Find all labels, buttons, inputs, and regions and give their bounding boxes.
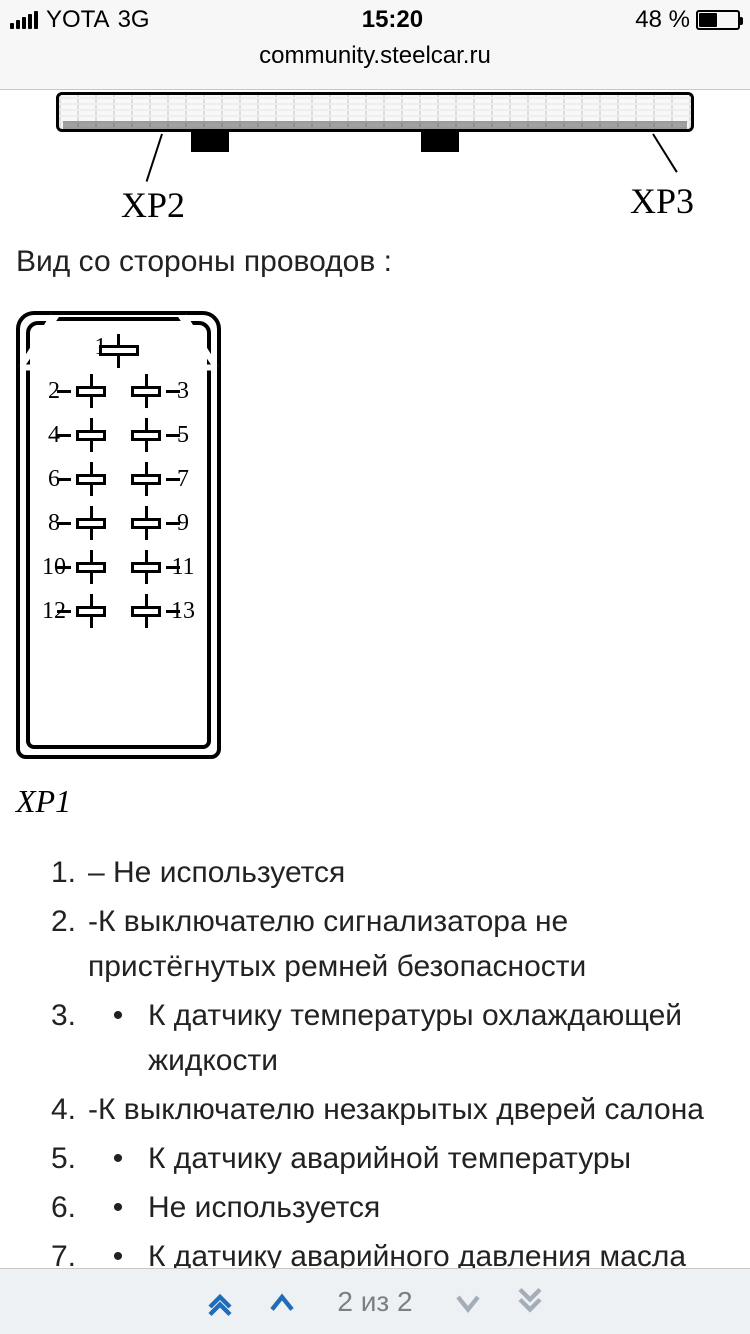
url-text: community.steelcar.ru <box>259 42 491 70</box>
battery-percent: 48 % <box>635 6 690 34</box>
clock: 15:20 <box>362 6 423 34</box>
pin-number: 9 <box>169 510 197 537</box>
pin-number: 3 <box>169 378 197 405</box>
nav-last-icon <box>515 1287 545 1317</box>
caption: Вид со стороны проводов : <box>16 242 734 283</box>
pin-number: 6 <box>40 466 68 493</box>
battery-icon <box>696 10 740 30</box>
list-item: 6.•Не используется <box>68 1185 734 1230</box>
connector-diagram: 1 2345678910111213 <box>16 311 734 759</box>
status-bar: YOTA 3G 15:20 48 % <box>0 0 750 40</box>
pin-number: 7 <box>169 466 197 493</box>
list-item: 7.•К датчику аварийного давления масла <box>68 1234 734 1269</box>
pin-number: 8 <box>40 510 68 537</box>
page-content[interactable]: ХР2 ХР3 Вид со стороны проводов : 1 2345… <box>0 90 750 1268</box>
pin-1: 1 <box>34 341 203 361</box>
pin-number: 4 <box>40 422 68 449</box>
list-item: 1.– Не используется <box>68 850 734 895</box>
status-left: YOTA 3G <box>10 6 150 34</box>
list-item: 5.•К датчику аварийной температуры <box>68 1136 734 1181</box>
signal-strength-icon <box>10 11 38 29</box>
connector-label-xp3: ХР3 <box>630 180 694 222</box>
network-label: 3G <box>118 6 150 34</box>
top-diagram: ХР2 ХР3 <box>16 92 734 212</box>
pin-number: 5 <box>169 422 197 449</box>
pin-row: 12 13 <box>40 598 197 625</box>
pin-row: 45 <box>40 422 197 449</box>
nav-first-icon[interactable] <box>205 1287 235 1317</box>
connector-name: XP1 <box>16 783 734 820</box>
pin-number: 11 <box>169 554 197 581</box>
pin-row: 89 <box>40 510 197 537</box>
pin-number: 2 <box>40 378 68 405</box>
list-item: 2.-К выключателю сигнализатора не пристё… <box>68 899 734 989</box>
pin-row: 10 11 <box>40 554 197 581</box>
pin-number: 10 <box>40 554 68 581</box>
page-indicator[interactable]: 2 из 2 <box>337 1286 412 1318</box>
pin-list: 1.– Не используется2.-К выключателю сигн… <box>16 850 734 1269</box>
list-item: 4.-К выключателю незакрытых дверей салон… <box>68 1087 734 1132</box>
nav-prev-icon[interactable] <box>267 1287 297 1317</box>
address-bar[interactable]: community.steelcar.ru <box>0 40 750 90</box>
nav-next-icon <box>453 1287 483 1317</box>
pin-row: 67 <box>40 466 197 493</box>
status-right: 48 % <box>635 6 740 34</box>
pin-number: 13 <box>169 598 197 625</box>
connector-label-xp2: ХР2 <box>121 184 185 226</box>
pin-number: 12 <box>40 598 68 625</box>
pin-row: 23 <box>40 378 197 405</box>
thread-nav-bar: 2 из 2 <box>0 1268 750 1334</box>
carrier-label: YOTA <box>46 6 110 34</box>
list-item: 3.•К датчику температуры охлаждающей жид… <box>68 993 734 1083</box>
